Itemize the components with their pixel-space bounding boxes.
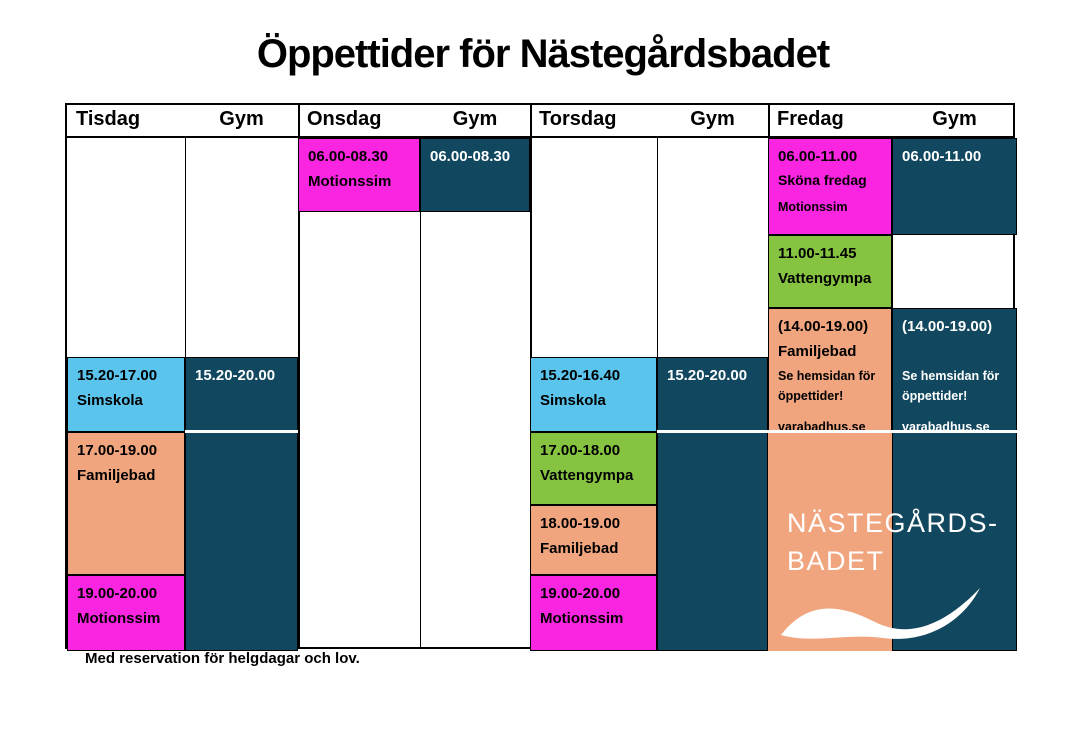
- schedule-block-fredag-gym-morning: 06.00-11.00: [892, 138, 1017, 235]
- schedule-block-torsdag-simskola: 15.20-16.40 Simskola: [530, 357, 657, 432]
- time-range: 11.00-11.45: [778, 245, 857, 262]
- time-range: 06.00-08.30: [430, 148, 511, 165]
- website-note: Se hemsidan för öppettider!: [778, 369, 876, 403]
- schedule-table: Tisdag Gym Onsdag Gym Torsdag Gym Fredag…: [65, 103, 1017, 651]
- brand-logo: NÄSTEGÅRDS- BADET: [768, 432, 1017, 651]
- reservation-footnote: Med reservation för helgdagar och lov.: [85, 650, 360, 667]
- activity-sublabel: Motionssim: [778, 200, 848, 214]
- schedule-block-tisdag-gym: 15.20-20.00: [185, 357, 298, 651]
- schedule-block-fredag-skona-fredag: 06.00-11.00 Sköna fredag Motionssim: [768, 138, 892, 235]
- header-group-tisdag: Tisdag Gym: [67, 105, 298, 138]
- time-range: 15.20-20.00: [667, 367, 748, 384]
- time-range: 19.00-20.00: [540, 585, 621, 602]
- schedule-block-onsdag-gym: 06.00-08.30: [420, 138, 530, 212]
- gym-header-fredag: Gym: [932, 108, 977, 130]
- schedule-block-fredag-vattengympa: 11.00-11.45 Vattengympa: [768, 235, 892, 308]
- day-header-onsdag: Onsdag: [307, 108, 382, 130]
- schedule-block-torsdag-gym: 15.20-20.00: [657, 357, 768, 651]
- time-range: 06.00-11.00: [778, 148, 858, 165]
- wave-swoosh-icon: [781, 588, 980, 639]
- row-separator-line: [185, 430, 298, 433]
- gym-header-tisdag: Gym: [219, 108, 264, 130]
- activity-label: Vattengympa: [778, 270, 872, 287]
- schedule-block-torsdag-motionssim: 19.00-20.00 Motionssim: [530, 575, 657, 651]
- schedule-block-torsdag-vattengympa: 17.00-18.00 Vattengympa: [530, 432, 657, 505]
- day-header-tisdag: Tisdag: [76, 108, 141, 130]
- header-divider-line: [67, 136, 1013, 138]
- activity-label: Simskola: [540, 392, 606, 409]
- time-range: (14.00-19.00): [778, 318, 869, 335]
- schedule-block-fredag-familjebad: (14.00-19.00) Familjebad Se hemsidan för…: [768, 308, 892, 432]
- time-range: 06.00-11.00: [902, 148, 982, 165]
- time-range: 19.00-20.00: [77, 585, 158, 602]
- time-range: (14.00-19.00): [902, 318, 993, 335]
- website-note: Se hemsidan för öppettider!: [902, 369, 1000, 403]
- schedule-block-onsdag-motionssim: 06.00-08.30 Motionssim: [298, 138, 420, 212]
- day-header-fredag: Fredag: [777, 108, 844, 130]
- brand-logo-text-line1: NÄSTEGÅRDS-: [787, 508, 999, 538]
- header-group-fredag: Fredag Gym: [768, 105, 1017, 138]
- brand-logo-text-line2: BADET: [787, 546, 885, 576]
- schedule-block-tisdag-motionssim: 19.00-20.00 Motionssim: [67, 575, 185, 651]
- time-range: 15.20-20.00: [195, 367, 276, 384]
- gym-header-onsdag: Gym: [452, 108, 498, 130]
- activity-label: Sköna fredag: [778, 172, 867, 188]
- header-group-onsdag: Onsdag Gym: [298, 105, 530, 138]
- time-range: 15.20-16.40: [540, 367, 621, 384]
- time-range: 18.00-19.00: [540, 515, 621, 532]
- schedule-block-torsdag-familjebad: 18.00-19.00 Familjebad: [530, 505, 657, 575]
- row-separator-line: [768, 430, 1017, 433]
- schedule-block-tisdag-familjebad: 17.00-19.00 Familjebad: [67, 432, 185, 575]
- header-group-torsdag: Torsdag Gym: [530, 105, 768, 138]
- time-range: 17.00-19.00: [77, 442, 158, 459]
- time-range: 06.00-08.30: [308, 148, 389, 165]
- time-range: 17.00-18.00: [540, 442, 621, 459]
- group-divider-line: [298, 105, 300, 647]
- activity-label: Familjebad: [77, 467, 156, 484]
- activity-label: Motionssim: [540, 610, 624, 627]
- schedule-block-tisdag-simskola: 15.20-17.00 Simskola: [67, 357, 185, 432]
- activity-label: Motionssim: [77, 610, 161, 627]
- activity-label: Simskola: [77, 392, 143, 409]
- row-separator-line: [657, 430, 768, 433]
- website-url: varabadhus.se: [778, 420, 866, 432]
- activity-label: Motionssim: [308, 173, 392, 190]
- day-header-torsdag: Torsdag: [539, 108, 617, 130]
- page-title: Öppettider för Nästegårdsbadet: [256, 32, 830, 76]
- activity-label: Vattengympa: [540, 467, 634, 484]
- column-divider-line: [420, 138, 421, 647]
- activity-label: Familjebad: [778, 343, 857, 360]
- activity-label: Familjebad: [540, 540, 619, 557]
- gym-header-torsdag: Gym: [690, 108, 735, 130]
- time-range: 15.20-17.00: [77, 367, 158, 384]
